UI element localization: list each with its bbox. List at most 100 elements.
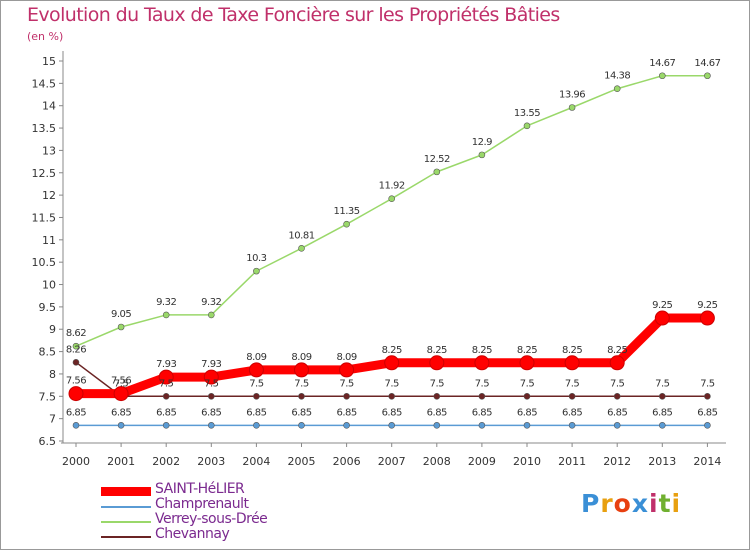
y-tick-label: 11.5	[32, 211, 57, 224]
data-label-chevannay: 7.5	[384, 378, 399, 389]
data-point-champrenault	[388, 422, 396, 429]
data-label-chevannay: 7.5	[610, 378, 625, 389]
y-tick-label: 11	[42, 234, 56, 247]
y-tick-label: 7.5	[39, 390, 57, 403]
data-label-verrey-sous-dr-e: 14.67	[694, 58, 720, 69]
y-tick-label: 10	[42, 279, 56, 292]
data-point-saint-h-lier	[248, 362, 264, 378]
data-point-verrey-sous-dr-e	[72, 342, 80, 350]
data-point-champrenault	[298, 422, 305, 429]
data-point-chevannay	[523, 392, 531, 400]
legend-label-verrey-sous-dr-e: Verrey-sous-Drée	[155, 511, 268, 527]
y-tick-label: 14	[42, 100, 56, 113]
data-point-saint-h-lier	[294, 362, 309, 378]
data-point-saint-h-lier	[519, 355, 535, 371]
data-label-verrey-sous-dr-e: 9.32	[156, 297, 176, 308]
legend-swatch-chevannay	[101, 536, 151, 538]
x-tick-label: 2011	[558, 455, 586, 468]
data-label-saint-h-lier: 7.93	[156, 359, 176, 370]
x-tick-label: 2014	[693, 455, 721, 468]
data-point-verrey-sous-dr-e	[704, 72, 711, 80]
data-label-verrey-sous-dr-e: 12.52	[424, 154, 450, 165]
data-label-chevannay: 7.5	[430, 378, 445, 389]
data-point-champrenault	[253, 422, 260, 429]
data-label-saint-h-lier: 9.25	[652, 300, 672, 311]
data-label-saint-h-lier: 8.09	[291, 352, 311, 363]
data-label-chevannay: 8.26	[66, 344, 86, 355]
data-point-verrey-sous-dr-e	[162, 311, 170, 319]
series-layer	[68, 72, 715, 429]
data-label-chevannay: 7.5	[249, 378, 264, 389]
legend-label-saint-h-lier: SAINT-HéLIER	[155, 481, 245, 497]
data-point-champrenault	[658, 422, 666, 429]
data-label-champrenault: 6.85	[562, 407, 582, 418]
y-tick-label: 12	[42, 189, 56, 202]
y-tick-label: 9	[49, 323, 56, 336]
x-tick-label: 2012	[603, 455, 631, 468]
data-point-chevannay	[568, 392, 576, 400]
data-point-saint-h-lier	[339, 362, 355, 378]
data-label-verrey-sous-dr-e: 11.92	[379, 181, 405, 192]
data-label-champrenault: 6.85	[201, 407, 221, 418]
data-label-saint-h-lier: 8.25	[517, 345, 537, 356]
data-point-verrey-sous-dr-e	[343, 220, 350, 228]
data-label-verrey-sous-dr-e: 14.67	[649, 58, 675, 69]
data-label-verrey-sous-dr-e: 10.81	[288, 230, 314, 241]
x-tick-label: 2004	[242, 455, 270, 468]
logo-letter: i	[649, 489, 659, 518]
data-point-champrenault	[72, 422, 80, 429]
x-tick-label: 2002	[152, 455, 180, 468]
data-point-verrey-sous-dr-e	[208, 311, 215, 319]
y-tick-label: 6.5	[39, 435, 57, 448]
data-label-champrenault: 6.85	[336, 407, 356, 418]
data-point-verrey-sous-dr-e	[298, 245, 305, 252]
logo-letter: o	[613, 489, 632, 518]
data-label-saint-h-lier: 7.56	[66, 376, 86, 387]
x-tick-label: 2001	[107, 455, 135, 468]
data-point-chevannay	[613, 392, 621, 400]
data-point-saint-h-lier	[699, 310, 715, 326]
data-point-chevannay	[658, 392, 666, 400]
data-point-champrenault	[568, 422, 576, 429]
data-label-champrenault: 6.85	[607, 407, 627, 418]
data-label-chevannay: 7.5	[520, 378, 535, 389]
data-label-saint-h-lier: 9.25	[697, 300, 717, 311]
logo-letter: P	[581, 489, 601, 518]
y-tick-label: 13.5	[32, 122, 57, 135]
data-point-chevannay	[253, 392, 260, 400]
data-label-chevannay: 7.5	[339, 378, 354, 389]
data-point-verrey-sous-dr-e	[568, 104, 576, 111]
data-label-saint-h-lier: 8.09	[246, 352, 266, 363]
data-point-champrenault	[433, 422, 441, 429]
chart-title: Evolution du Taux de Taxe Foncière sur l…	[27, 4, 560, 26]
data-point-champrenault	[704, 422, 711, 429]
data-point-champrenault	[523, 422, 531, 429]
data-label-chevannay: 7.5	[565, 378, 580, 389]
data-label-verrey-sous-dr-e: 13.55	[514, 108, 540, 119]
data-point-champrenault	[343, 422, 350, 429]
data-label-chevannay: 7.5	[294, 378, 309, 389]
data-point-verrey-sous-dr-e	[613, 85, 621, 93]
data-point-saint-h-lier	[474, 355, 490, 371]
logo-letter: x	[631, 489, 649, 518]
data-label-verrey-sous-dr-e: 10.3	[246, 253, 266, 264]
data-point-champrenault	[162, 422, 170, 429]
legend-label-chevannay: Chevannay	[155, 526, 230, 542]
data-point-champrenault	[478, 422, 486, 429]
data-point-chevannay	[208, 392, 215, 400]
data-label-chevannay: 7.5	[114, 378, 129, 389]
data-point-verrey-sous-dr-e	[478, 151, 486, 159]
x-tick-label: 2007	[378, 455, 406, 468]
data-point-verrey-sous-dr-e	[433, 168, 441, 176]
y-tick-label: 8.5	[39, 346, 57, 359]
data-label-saint-h-lier: 8.09	[336, 352, 356, 363]
data-label-chevannay: 7.5	[475, 378, 490, 389]
data-point-saint-h-lier	[68, 386, 84, 402]
data-labels-layer: 6.85 6.85 6.85 6.85 6.85 6.85 6.85 6.85 6.85 6.85…	[66, 58, 721, 419]
y-tick-label: 8	[49, 368, 56, 381]
y-tick-label: 15	[42, 55, 56, 68]
data-label-chevannay: 7.5	[655, 378, 670, 389]
x-tick-label: 2000	[62, 455, 90, 468]
data-label-saint-h-lier: 8.25	[472, 345, 492, 356]
data-label-champrenault: 6.85	[652, 407, 672, 418]
